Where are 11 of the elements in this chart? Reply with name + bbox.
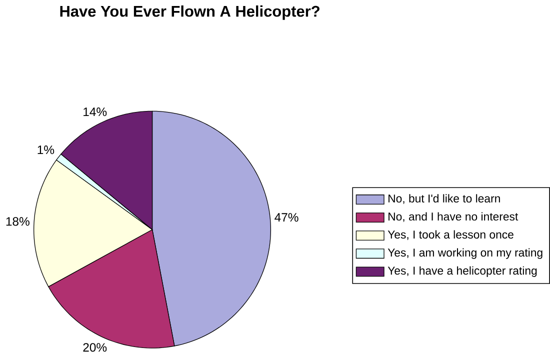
- legend-label: Yes, I am working on my rating: [388, 248, 542, 259]
- data-label: 1%: [38, 145, 54, 154]
- chart-title: Have You Ever Flown A Helicopter?: [60, 5, 320, 20]
- data-label: 18%: [6, 217, 30, 226]
- legend-label: No, but I'd like to learn: [388, 194, 500, 204]
- legend-label: Yes, I have a helicopter rating: [388, 266, 537, 277]
- data-label: 14%: [84, 107, 107, 116]
- data-label: 47%: [274, 212, 298, 222]
- legend-label: No, and I have no interest: [388, 212, 518, 222]
- data-label: 20%: [83, 342, 107, 352]
- legend-label: Yes, I took a lesson once: [388, 230, 514, 240]
